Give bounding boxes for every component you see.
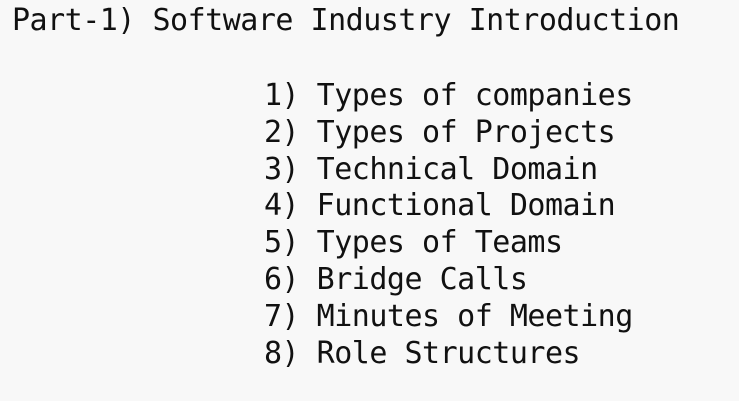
topic-list: 1) Types of companies 2) Types of Projec…: [264, 78, 633, 372]
list-item: 6) Bridge Calls: [264, 261, 528, 297]
list-item: 5) Types of Teams: [264, 225, 563, 261]
list-item: 2) Types of Projects: [264, 114, 616, 150]
list-item: 4) Functional Domain: [264, 188, 616, 224]
list-item: 8) Role Structures: [264, 335, 581, 371]
page-title: Part-1) Software Industry Introduction: [12, 3, 680, 38]
list-item: 1) Types of companies: [264, 78, 633, 113]
list-item: 3) Technical Domain: [264, 151, 598, 187]
list-item: 7) Minutes of Meeting: [264, 298, 633, 334]
